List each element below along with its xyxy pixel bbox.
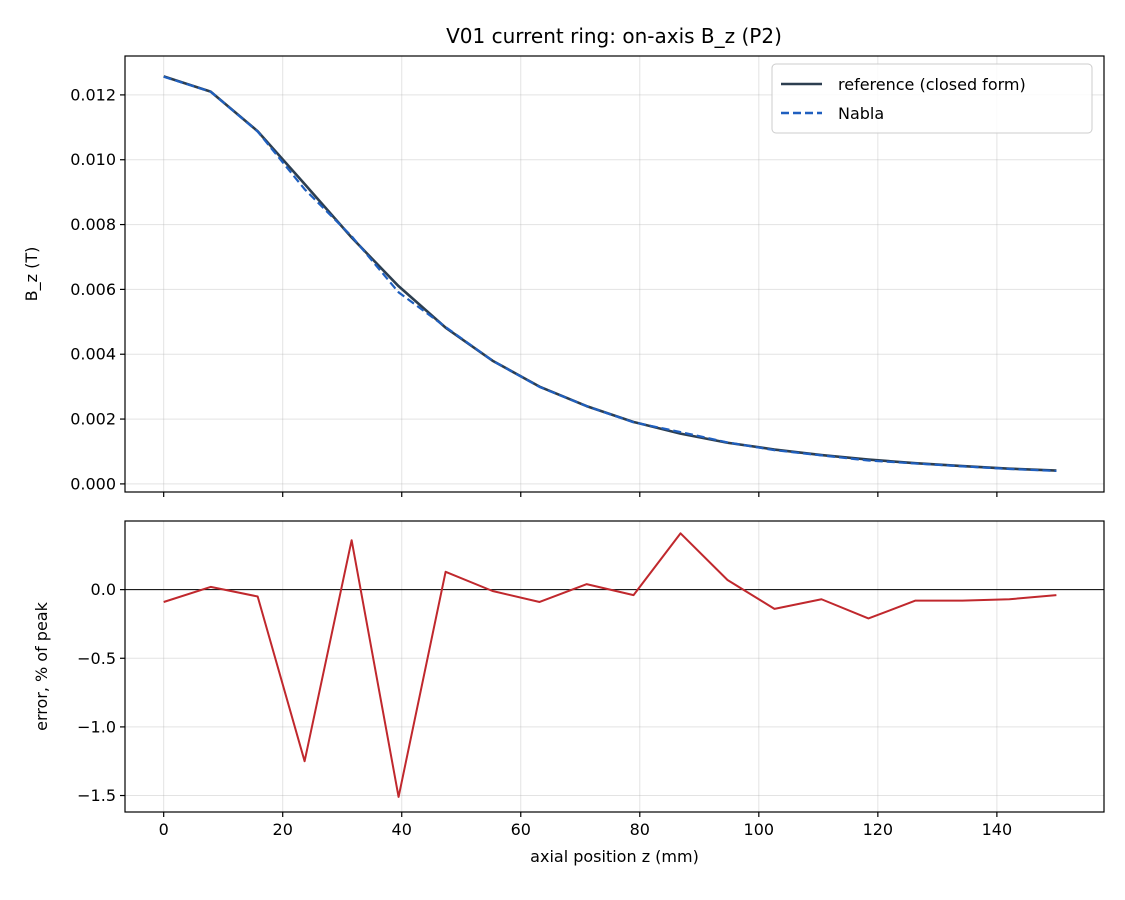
y-tick-label: 0.004 bbox=[70, 345, 116, 364]
legend: reference (closed form) Nabla bbox=[771, 63, 1093, 134]
y-tick-label: −1.5 bbox=[77, 786, 116, 805]
x-tick-label: 100 bbox=[744, 820, 775, 839]
y-tick-label: 0.000 bbox=[70, 474, 116, 493]
top-grid bbox=[125, 56, 1104, 492]
y-tick-label: 0.0 bbox=[91, 580, 116, 599]
bottom-ticks: 0 20 40 60 80 100 120 140 0.0 −0.5 −1.0 −1.5 bbox=[77, 580, 1012, 839]
chart-title: V01 current ring: on-axis B_z (P2) bbox=[446, 24, 782, 48]
series-line-1 bbox=[163, 532, 1057, 798]
x-axis-label: axial position z (mm) bbox=[530, 847, 699, 866]
x-tick-label: 140 bbox=[982, 820, 1013, 839]
series-line-2 bbox=[163, 75, 1057, 473]
legend-box bbox=[771, 63, 1093, 134]
top-series bbox=[163, 75, 1057, 473]
y-tick-label: 0.006 bbox=[70, 280, 116, 299]
top-panel: 0.000 0.002 0.004 0.006 0.008 0.010 0.012 B_z … bbox=[22, 55, 1105, 497]
y-tick-label: 0.008 bbox=[70, 215, 116, 234]
top-y-axis-label: B_z (T) bbox=[22, 247, 42, 302]
top-axes-frame bbox=[124, 55, 1105, 493]
x-tick-label: 80 bbox=[630, 820, 650, 839]
y-tick-label: 0.002 bbox=[70, 410, 116, 429]
top-ticks: 0.000 0.002 0.004 0.006 0.008 0.010 0.012 bbox=[70, 85, 998, 497]
bottom-y-axis-label: error, % of peak bbox=[32, 601, 51, 731]
legend-entry-1: reference (closed form) bbox=[838, 75, 1026, 94]
legend-entry-2: Nabla bbox=[838, 104, 884, 123]
y-tick-label: 0.012 bbox=[70, 85, 116, 104]
x-tick-label: 120 bbox=[863, 820, 894, 839]
x-tick-label: 40 bbox=[392, 820, 412, 839]
series-line-1 bbox=[163, 75, 1057, 472]
bottom-series bbox=[163, 532, 1057, 798]
bottom-panel: 0 20 40 60 80 100 120 140 0.0 −0.5 −1.0 −1.5 error,… bbox=[32, 520, 1105, 866]
x-tick-label: 0 bbox=[159, 820, 169, 839]
bottom-axes-frame bbox=[124, 520, 1105, 813]
y-tick-label: 0.010 bbox=[70, 150, 116, 169]
y-tick-label: −1.0 bbox=[77, 717, 116, 736]
bottom-grid bbox=[125, 521, 1104, 812]
y-tick-label: −0.5 bbox=[77, 649, 116, 668]
x-tick-label: 20 bbox=[273, 820, 293, 839]
x-tick-label: 60 bbox=[511, 820, 531, 839]
